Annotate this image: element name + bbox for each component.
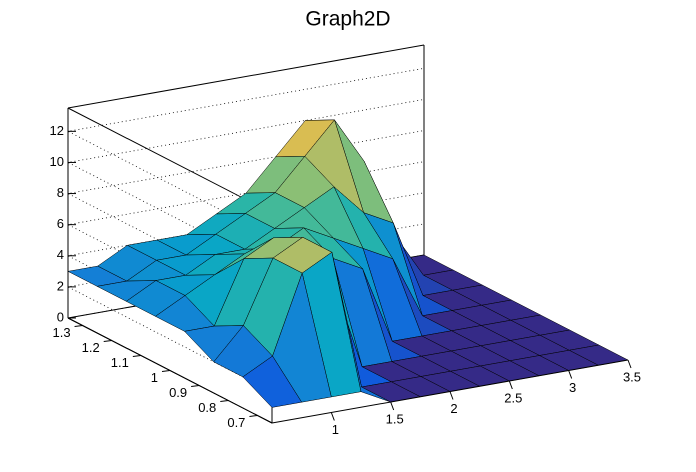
x-tick-label: 1 xyxy=(332,422,339,437)
y-tick xyxy=(249,415,258,417)
x-tick xyxy=(330,412,335,421)
surface-cell xyxy=(242,355,303,408)
grid-line xyxy=(66,223,425,393)
z-tick-label: 0 xyxy=(57,309,64,324)
y-tick xyxy=(220,400,229,402)
grid-line xyxy=(66,67,425,237)
x-tick-label: 2 xyxy=(450,401,457,416)
y-tick xyxy=(191,385,200,387)
x-tick-label: 1.5 xyxy=(386,411,404,426)
z-tick-label: 12 xyxy=(50,123,64,138)
y-tick-label: 1.2 xyxy=(82,340,100,355)
y-tick-label: 0.7 xyxy=(227,415,245,430)
x-tick xyxy=(627,359,632,369)
x-tick-label: 2.5 xyxy=(504,390,522,405)
z-tick-label: 8 xyxy=(57,185,64,200)
y-tick-label: 1 xyxy=(151,370,158,385)
box-edge xyxy=(67,44,425,109)
x-tick xyxy=(390,401,395,411)
y-tick-label: 0.9 xyxy=(169,385,187,400)
y-tick-label: 1.1 xyxy=(111,355,129,370)
z-tick-label: 6 xyxy=(57,216,64,231)
y-tick xyxy=(103,340,112,342)
x-tick-label: 3.5 xyxy=(623,369,641,384)
y-tick-label: 0.8 xyxy=(198,400,216,415)
z-tick-label: 2 xyxy=(57,278,64,293)
x-tick xyxy=(508,380,513,390)
z-tick-label: 10 xyxy=(50,154,64,169)
x-tick xyxy=(449,391,454,400)
chart-title: Graph2D xyxy=(305,8,390,31)
x-tick xyxy=(568,370,573,379)
z-tick-label: 4 xyxy=(57,247,64,262)
y-tick xyxy=(132,355,141,357)
y-tick xyxy=(161,370,171,372)
x-tick-label: 3 xyxy=(569,380,576,395)
box-edge xyxy=(67,107,273,214)
y-tick xyxy=(74,325,83,327)
y-tick-label: 1.3 xyxy=(52,325,70,340)
